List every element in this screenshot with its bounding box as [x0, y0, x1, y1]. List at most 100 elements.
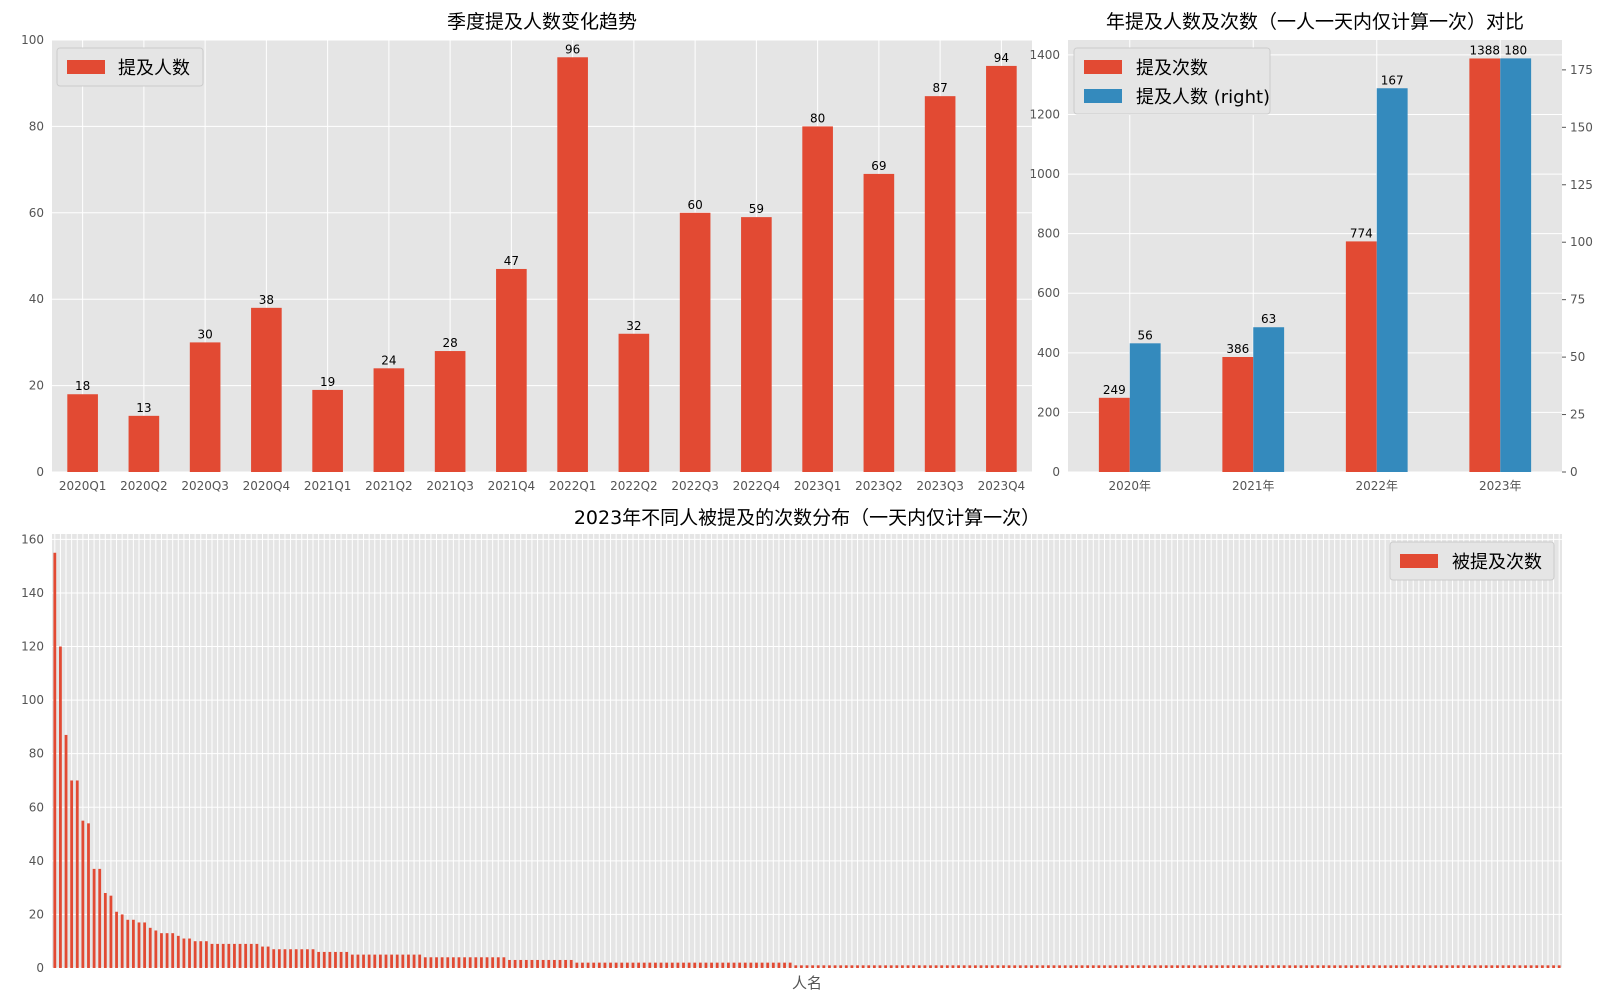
bar — [557, 57, 588, 472]
data-label-mentions: 249 — [1103, 383, 1126, 397]
bar-mentions — [1222, 356, 1254, 472]
bar — [1451, 965, 1454, 968]
bar — [1018, 965, 1022, 968]
bar — [654, 962, 657, 968]
bar — [721, 962, 725, 968]
bar — [423, 957, 427, 968]
bar — [924, 96, 956, 472]
bar — [698, 962, 702, 968]
y-tick-label-left: 800 — [1037, 227, 1060, 241]
x-tick-label: 2020Q1 — [59, 479, 107, 493]
y-tick-label: 100 — [21, 693, 44, 707]
chart-title: 2023年不同人被提及的次数分布（一天内仅计算一次） — [574, 507, 1040, 529]
bar — [249, 943, 253, 968]
bar — [1148, 965, 1151, 968]
bar — [75, 780, 79, 968]
bar — [189, 342, 221, 472]
bar — [1108, 965, 1112, 968]
bar — [193, 941, 197, 968]
y-tick-label: 120 — [21, 640, 44, 654]
bar — [362, 954, 365, 968]
bar — [233, 943, 236, 968]
bar — [552, 959, 556, 968]
bar — [850, 965, 854, 968]
bar — [160, 933, 163, 968]
bar — [120, 914, 124, 968]
bar — [513, 959, 517, 968]
bar — [261, 946, 264, 968]
bar — [373, 368, 405, 472]
bar — [687, 962, 691, 968]
bar — [816, 965, 820, 968]
bar — [1540, 965, 1544, 968]
data-label: 38 — [259, 293, 274, 307]
bar — [986, 65, 1017, 473]
bar — [1131, 965, 1134, 968]
legend: 提及人数 — [56, 47, 204, 87]
data-label-people: 63 — [1261, 312, 1276, 326]
legend-swatch — [1400, 554, 1438, 568]
bar — [115, 911, 118, 968]
legend-label: 提及人数 — [118, 58, 190, 79]
bar — [1069, 965, 1073, 968]
x-tick-label: 2022Q1 — [549, 479, 597, 493]
bar — [1142, 965, 1146, 968]
bar — [70, 780, 74, 968]
bar — [1361, 965, 1365, 968]
y-tick-label: 0 — [36, 465, 44, 479]
bar — [496, 957, 500, 968]
bar — [1181, 965, 1185, 968]
bar — [480, 957, 483, 968]
y-tick-label: 60 — [29, 800, 44, 814]
y-tick-label-right: 25 — [1570, 408, 1585, 422]
bar — [126, 919, 130, 968]
bar — [833, 965, 837, 968]
bar — [1389, 965, 1393, 968]
bar — [901, 965, 904, 968]
bar — [238, 943, 242, 968]
data-label: 28 — [442, 336, 457, 350]
bar — [1136, 965, 1140, 968]
bar — [710, 962, 713, 968]
bar-people — [1376, 88, 1408, 473]
bar — [1204, 965, 1207, 968]
bar — [429, 957, 433, 968]
bar — [502, 957, 506, 968]
bar — [973, 965, 977, 968]
bar — [1496, 965, 1499, 968]
bar — [760, 962, 764, 968]
bar — [637, 962, 641, 968]
bar — [1434, 965, 1438, 968]
bar — [839, 965, 843, 968]
x-tick-label: 2022Q4 — [733, 479, 781, 493]
bar — [227, 943, 231, 968]
bar — [356, 954, 360, 968]
bar — [603, 962, 607, 968]
bar — [799, 965, 803, 968]
bar — [642, 962, 646, 968]
bar — [1355, 965, 1359, 968]
data-label: 47 — [504, 254, 519, 268]
x-tick-label: 2022Q2 — [610, 479, 658, 493]
bar — [682, 962, 685, 968]
bar — [143, 922, 147, 968]
bar — [625, 962, 629, 968]
bar — [867, 965, 871, 968]
bar — [541, 959, 545, 968]
bar — [1097, 965, 1101, 968]
bar — [266, 946, 270, 968]
bar — [244, 943, 248, 968]
y-tick-label-left: 1200 — [1029, 107, 1060, 121]
bar — [912, 965, 916, 968]
bar — [732, 962, 736, 968]
bar — [659, 962, 663, 968]
bar — [1524, 965, 1527, 968]
bar — [777, 962, 781, 968]
bar — [940, 965, 944, 968]
y-tick-label-left: 400 — [1037, 346, 1060, 360]
bar — [407, 954, 410, 968]
bar — [1176, 965, 1179, 968]
bar — [917, 965, 921, 968]
bar — [1271, 965, 1275, 968]
